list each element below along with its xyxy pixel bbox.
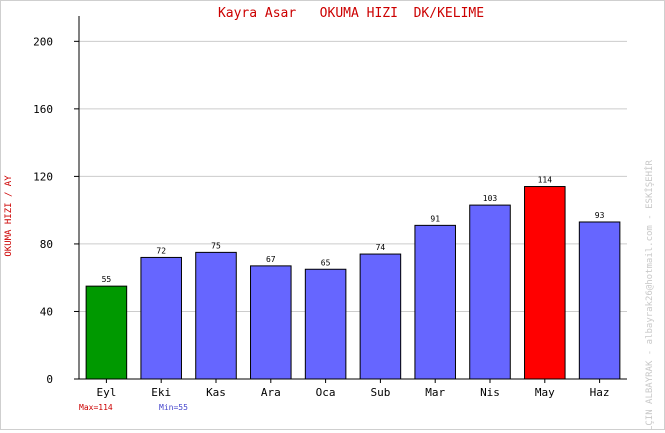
x-tick-label: Oca bbox=[316, 386, 336, 399]
bar bbox=[578, 221, 621, 380]
bar bbox=[359, 253, 402, 380]
x-tick-label: Sub bbox=[370, 386, 390, 399]
bar-value-label: 74 bbox=[376, 243, 386, 252]
bar bbox=[195, 251, 237, 380]
bar bbox=[414, 224, 456, 380]
y-tick-label: 80 bbox=[40, 238, 53, 251]
chart-title: Kayra Asar OKUMA HIZI DK/KELIME bbox=[218, 6, 484, 21]
bar-value-label: 65 bbox=[321, 258, 331, 267]
x-tick-label: Haz bbox=[590, 386, 610, 399]
bars: 55 72 75 67 65 74 91 103 114 93 bbox=[85, 176, 621, 380]
x-tick-label: Eki bbox=[151, 386, 171, 399]
y-tick-label: 160 bbox=[33, 103, 53, 116]
y-axis-label: OKUMA HIZI / AY bbox=[4, 175, 14, 257]
bar-value-label: 93 bbox=[595, 211, 605, 220]
y-tick-label: 40 bbox=[40, 305, 53, 318]
y-tick-label: 200 bbox=[33, 35, 53, 48]
x-tick-label: Kas bbox=[206, 386, 226, 399]
y-tick-label: 0 bbox=[46, 373, 53, 386]
bar bbox=[469, 204, 511, 380]
bar-value-label: 55 bbox=[102, 275, 112, 284]
bar-value-label: 91 bbox=[430, 214, 440, 223]
bar bbox=[304, 268, 347, 380]
min-label: Min=55 bbox=[159, 403, 188, 412]
x-tick-label: Ara bbox=[261, 386, 281, 399]
bar-value-label: 67 bbox=[266, 255, 276, 264]
bar bbox=[250, 265, 292, 380]
bar bbox=[524, 186, 566, 380]
max-label: Max=114 bbox=[79, 403, 113, 412]
bar-value-label: 75 bbox=[211, 241, 221, 250]
x-tick-label: Mar bbox=[425, 386, 445, 399]
bar-value-label: 103 bbox=[483, 194, 498, 203]
side-note: YALÇIN ALBAYRAK - albayrak26@hotmail.com… bbox=[644, 160, 655, 429]
x-tick-label: May bbox=[535, 386, 555, 399]
bar bbox=[85, 285, 128, 380]
axes: 0 40 80 120 160 200 Eyl Eki Kas Ara Oca Sub Mar Nis Ma… bbox=[33, 16, 627, 399]
x-tick-label: Nis bbox=[480, 386, 500, 399]
x-tick-label: Eyl bbox=[96, 386, 116, 399]
bar-value-label: 114 bbox=[538, 176, 553, 185]
bar-value-label: 72 bbox=[156, 246, 166, 255]
y-tick-label: 120 bbox=[33, 170, 53, 183]
bar bbox=[140, 256, 182, 380]
